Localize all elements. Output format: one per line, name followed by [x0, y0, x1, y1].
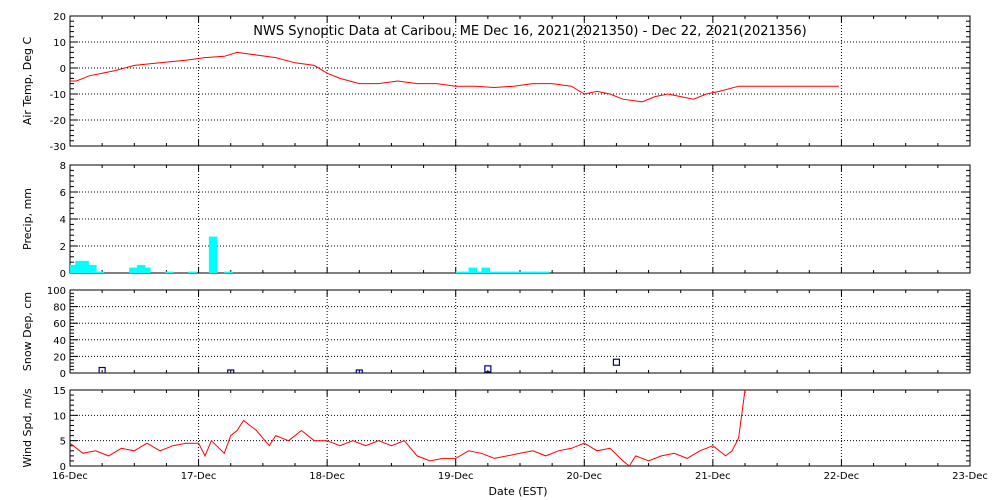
precip-bar: [481, 267, 490, 273]
chart-title: NWS Synoptic Data at Caribou, ME Dec 16,…: [253, 24, 806, 39]
plot-frame: [69, 389, 971, 467]
y-tick-label: 0: [60, 369, 66, 380]
y-tick-label: 40: [53, 336, 66, 347]
precip-bar: [496, 271, 506, 273]
x-tick-label: 23-Dec: [952, 471, 988, 482]
snow-point: [612, 358, 621, 366]
y-tick-label: 0: [60, 64, 66, 75]
precip-bar: [224, 271, 233, 273]
y-tick-label: 5: [60, 437, 66, 448]
precip-bar: [468, 267, 478, 273]
wind-line: [70, 390, 746, 466]
y-axis-label: Air Temp, Deg C: [21, 37, 34, 126]
x-tick-label: 20-Dec: [566, 471, 602, 482]
y-tick-label: 8: [60, 161, 66, 172]
x-axis-label: Date (EST): [488, 485, 547, 498]
y-axis-label: Precip, mm: [21, 188, 34, 250]
precip-bar: [142, 267, 151, 273]
precip-bar: [80, 260, 89, 273]
x-tick-label: 18-Dec: [309, 471, 345, 482]
y-tick-label: 10: [53, 411, 66, 422]
y-axis-label: Snow Dep, cm: [21, 292, 34, 371]
temp-line: [70, 51, 839, 103]
y-tick-label: 80: [53, 303, 66, 314]
y-tick-label: 0: [60, 462, 66, 473]
precip-bar: [532, 271, 542, 273]
precip-bar: [88, 264, 97, 273]
precip-bar: [70, 264, 79, 273]
panel-wind: 0 5 10 15 Wind Spd, m/s 16-Dec 17-Dec 18-Dec 19-…: [21, 386, 988, 482]
precip-bar: [165, 271, 174, 273]
series-wind: [70, 390, 746, 466]
precip-bar: [489, 271, 498, 273]
precip-bar: [136, 264, 146, 273]
x-tick-label: 21-Dec: [695, 471, 731, 482]
precip-bar: [512, 271, 521, 273]
x-tick-label: 17-Dec: [181, 471, 217, 482]
y-tick-label: 20: [53, 12, 66, 23]
y-tick-label: -20: [50, 116, 66, 127]
precip-bar: [455, 271, 465, 273]
y-tick-label: 60: [53, 319, 66, 330]
precip-bar: [520, 271, 529, 273]
x-tick-label: 16-Dec: [52, 471, 88, 482]
precip-bar: [129, 267, 138, 273]
panel-precip: 0 2 4 6 8 Precip, mm: [21, 161, 971, 280]
panel-temp: -30 -20 -10 0 10 20 Air Temp, Deg C: [21, 12, 971, 153]
y-tick-label: 100: [47, 286, 66, 297]
y-tick-label: 6: [60, 188, 66, 199]
precip-bar: [540, 271, 550, 273]
precip-bar: [476, 271, 485, 273]
precip-bar: [95, 271, 105, 273]
series-precip: [70, 236, 550, 273]
y-tick-label: 2: [60, 242, 66, 253]
panel-snow: 0 20 40 60 80 100 Snow Dep, cm: [21, 286, 971, 380]
y-tick-label: 4: [60, 215, 66, 226]
precip-bar: [75, 260, 84, 273]
x-tick-label: 19-Dec: [438, 471, 474, 482]
y-tick-label: 0: [60, 269, 66, 280]
snow-point: [98, 366, 106, 373]
series-temp: [70, 51, 839, 103]
snow-point: [355, 369, 363, 373]
series-snow: [98, 358, 621, 373]
precip-bar: [208, 236, 218, 273]
precip-bar: [527, 271, 537, 273]
snow-point: [484, 365, 492, 373]
y-axis-label: Wind Spd, m/s: [21, 388, 34, 468]
plot-frame: [69, 289, 971, 374]
precip-bar: [188, 271, 197, 273]
snow-point: [227, 369, 235, 373]
y-tick-label: -10: [50, 90, 66, 101]
y-tick-label: 20: [53, 352, 66, 363]
precip-bar: [460, 271, 470, 273]
y-tick-label: 10: [53, 38, 66, 49]
chart-panels: -30 -20 -10 0 10 20 Air Temp, Deg C 0 2 4 6 8 Precip…: [21, 12, 988, 482]
y-tick-label: -30: [50, 142, 66, 153]
y-tick-label: 15: [53, 386, 66, 397]
x-tick-label: 22-Dec: [824, 471, 860, 482]
precip-bar: [504, 271, 514, 273]
